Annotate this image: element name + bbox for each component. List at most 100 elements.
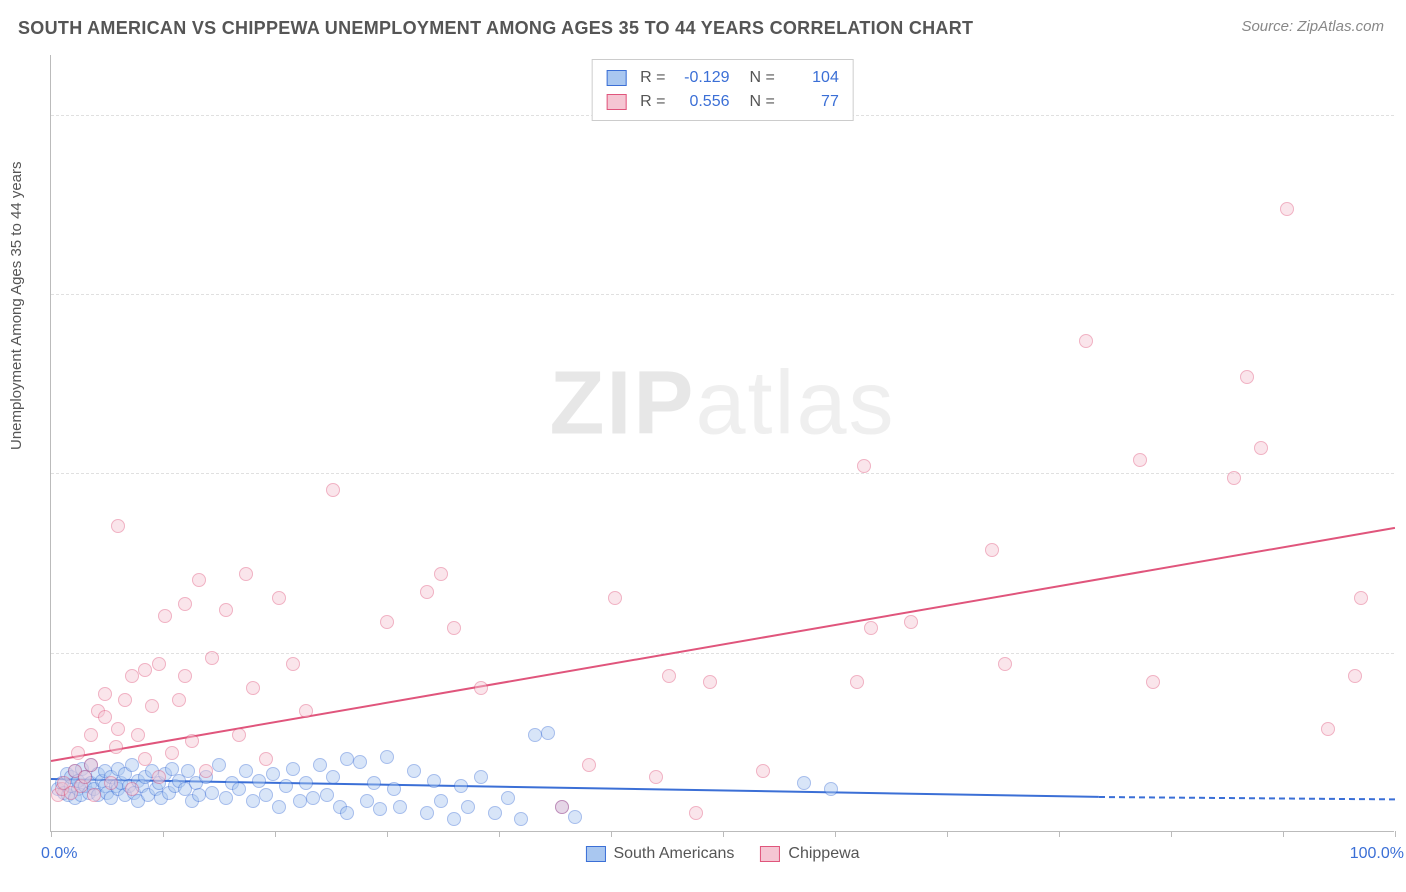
- data-point: [420, 585, 434, 599]
- data-point: [152, 770, 166, 784]
- x-tick-mark: [163, 831, 164, 837]
- data-point: [474, 681, 488, 695]
- data-point: [313, 758, 327, 772]
- data-point: [1348, 669, 1362, 683]
- data-point: [192, 788, 206, 802]
- data-point: [568, 810, 582, 824]
- data-point: [286, 762, 300, 776]
- legend-swatch: [606, 94, 626, 110]
- data-point: [185, 734, 199, 748]
- correlation-legend: R =-0.129N =104R =0.556N =77: [591, 59, 854, 121]
- legend-row: R =-0.129N =104: [606, 66, 839, 90]
- data-point: [98, 687, 112, 701]
- x-tick-mark: [1059, 831, 1060, 837]
- data-point: [1079, 334, 1093, 348]
- data-point: [199, 764, 213, 778]
- data-point: [212, 758, 226, 772]
- data-point: [205, 651, 219, 665]
- source-label: Source: ZipAtlas.com: [1241, 18, 1384, 35]
- scatter-plot-area: ZIPatlas R =-0.129N =104R =0.556N =77 So…: [50, 55, 1394, 832]
- data-point: [111, 519, 125, 533]
- data-point: [541, 726, 555, 740]
- data-point: [232, 782, 246, 796]
- data-point: [393, 800, 407, 814]
- data-point: [582, 758, 596, 772]
- data-point: [239, 764, 253, 778]
- legend-label: South Americans: [613, 845, 734, 863]
- data-point: [172, 693, 186, 707]
- data-point: [158, 609, 172, 623]
- data-point: [353, 755, 367, 769]
- gridline: [51, 653, 1394, 654]
- data-point: [985, 543, 999, 557]
- series-legend: South Americans Chippewa: [585, 845, 859, 863]
- data-point: [689, 806, 703, 820]
- data-point: [259, 752, 273, 766]
- watermark: ZIPatlas: [549, 353, 895, 456]
- data-point: [252, 774, 266, 788]
- data-point: [1240, 370, 1254, 384]
- data-point: [152, 657, 166, 671]
- x-tick-mark: [835, 831, 836, 837]
- x-tick-mark: [387, 831, 388, 837]
- legend-label: Chippewa: [788, 845, 859, 863]
- data-point: [1321, 722, 1335, 736]
- data-point: [131, 728, 145, 742]
- trend-line: [51, 527, 1395, 762]
- legend-swatch: [760, 846, 780, 862]
- data-point: [111, 722, 125, 736]
- x-tick-min: 0.0%: [41, 845, 77, 863]
- data-point: [1354, 591, 1368, 605]
- data-point: [1146, 675, 1160, 689]
- y-axis-label: Unemployment Among Ages 35 to 44 years: [8, 161, 25, 450]
- data-point: [528, 728, 542, 742]
- x-tick-mark: [1283, 831, 1284, 837]
- data-point: [1254, 441, 1268, 455]
- data-point: [87, 788, 101, 802]
- data-point: [387, 782, 401, 796]
- data-point: [407, 764, 421, 778]
- data-point: [824, 782, 838, 796]
- data-point: [178, 597, 192, 611]
- data-point: [232, 728, 246, 742]
- data-point: [138, 663, 152, 677]
- data-point: [165, 746, 179, 760]
- data-point: [998, 657, 1012, 671]
- data-point: [272, 800, 286, 814]
- x-tick-mark: [947, 831, 948, 837]
- data-point: [320, 788, 334, 802]
- data-point: [608, 591, 622, 605]
- gridline: [51, 473, 1394, 474]
- data-point: [279, 779, 293, 793]
- data-point: [205, 786, 219, 800]
- data-point: [84, 728, 98, 742]
- data-point: [461, 800, 475, 814]
- data-point: [125, 758, 139, 772]
- data-point: [239, 567, 253, 581]
- chart-title: SOUTH AMERICAN VS CHIPPEWA UNEMPLOYMENT …: [18, 18, 973, 39]
- data-point: [703, 675, 717, 689]
- data-point: [98, 710, 112, 724]
- data-point: [104, 776, 118, 790]
- data-point: [125, 782, 139, 796]
- data-point: [340, 752, 354, 766]
- data-point: [192, 573, 206, 587]
- legend-swatch: [606, 70, 626, 86]
- data-point: [857, 459, 871, 473]
- data-point: [850, 675, 864, 689]
- data-point: [488, 806, 502, 820]
- data-point: [109, 740, 123, 754]
- data-point: [340, 806, 354, 820]
- gridline: [51, 294, 1394, 295]
- data-point: [246, 794, 260, 808]
- data-point: [293, 794, 307, 808]
- data-point: [864, 621, 878, 635]
- data-point: [555, 800, 569, 814]
- data-point: [118, 693, 132, 707]
- data-point: [138, 752, 152, 766]
- data-point: [662, 669, 676, 683]
- data-point: [501, 791, 515, 805]
- x-tick-mark: [723, 831, 724, 837]
- legend-item: Chippewa: [760, 845, 859, 863]
- data-point: [514, 812, 528, 826]
